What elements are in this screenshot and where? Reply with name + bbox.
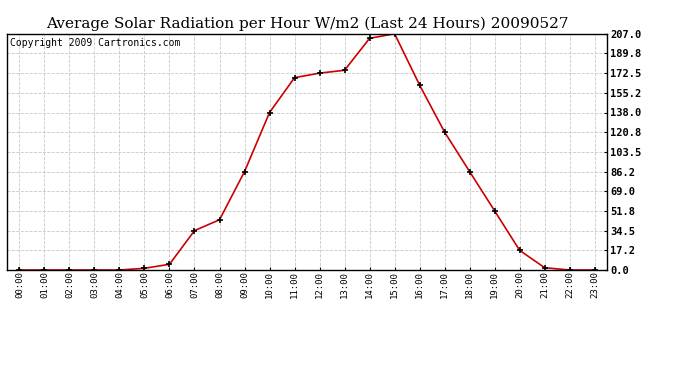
Text: Copyright 2009 Cartronics.com: Copyright 2009 Cartronics.com: [10, 39, 180, 48]
Title: Average Solar Radiation per Hour W/m2 (Last 24 Hours) 20090527: Average Solar Radiation per Hour W/m2 (L…: [46, 17, 569, 31]
